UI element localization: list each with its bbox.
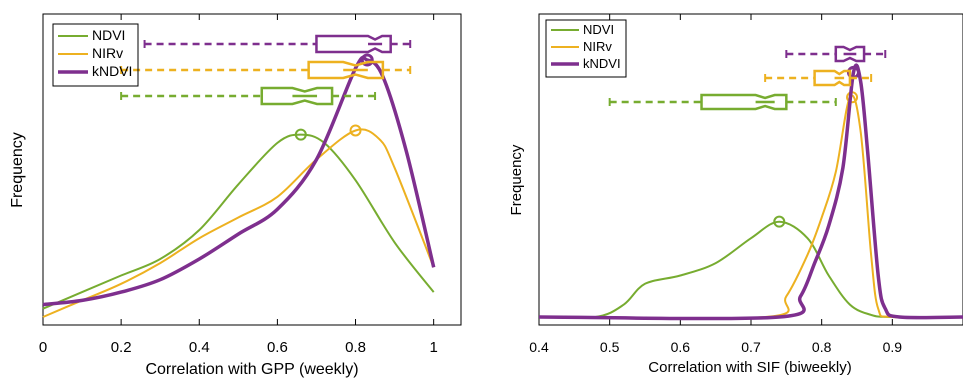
gpp-plot-frame bbox=[42, 13, 462, 326]
gpp-legend-label-nirv: NIRv bbox=[92, 45, 123, 61]
gpp-x-tick-label: 0 bbox=[39, 339, 47, 356]
sif-x-tick-label: 0.5 bbox=[600, 339, 620, 355]
gpp-x-tick-label: 0.2 bbox=[111, 339, 132, 356]
sif-x-tick-label: 0.7 bbox=[741, 339, 761, 355]
gpp-legend-label-kndvi: kNDVI bbox=[92, 63, 132, 79]
gpp-series-ndvi-curve bbox=[42, 133, 435, 310]
gpp-boxplot-kndvi bbox=[143, 34, 412, 54]
gpp-x-ticks: 0 0.2 0.4 0.6 0.8 1 bbox=[39, 14, 438, 356]
gpp-legend-label-ndvi: NDVI bbox=[92, 27, 125, 43]
sif-boxplot-kndvi bbox=[785, 45, 887, 63]
gpp-legend-box bbox=[52, 23, 139, 87]
sif-x-tick-label: 0.4 bbox=[529, 339, 549, 355]
sif-legend-box bbox=[545, 19, 627, 78]
sif-x-tick-label: 0.9 bbox=[883, 339, 903, 355]
sif-y-axis-label: Frequency bbox=[508, 144, 525, 215]
gpp-legend: NDVI NIRv kNDVI bbox=[52, 23, 139, 87]
gpp-x-tick-label: 0.8 bbox=[345, 339, 366, 356]
sif-series-kndvi-curve bbox=[538, 63, 963, 321]
gpp-curves bbox=[42, 53, 436, 318]
box bbox=[315, 34, 392, 54]
box bbox=[307, 60, 385, 80]
sif-x-tick-label: 0.8 bbox=[812, 339, 832, 355]
gpp-x-axis-label: Correlation with GPP (weekly) bbox=[145, 361, 358, 378]
sif-x-axis-label: Correlation with SIF (biweekly) bbox=[648, 359, 851, 376]
gpp-x-tick-label: 0.6 bbox=[267, 339, 288, 356]
gpp-series-kndvi-curve bbox=[42, 55, 436, 307]
sif-x-tick-label: 0.6 bbox=[671, 339, 691, 355]
sif-series-nirv-curve bbox=[538, 94, 963, 320]
sif-series-ndvi-curve bbox=[538, 220, 963, 319]
gpp-x-tick-label: 1 bbox=[429, 339, 437, 356]
gpp-boxplots bbox=[120, 34, 412, 106]
sif-legend: NDVI NIRv kNDVI bbox=[545, 19, 627, 78]
sif-panel: Frequency Correlation with SIF (biweekly… bbox=[508, 13, 963, 376]
box bbox=[700, 93, 788, 111]
box bbox=[813, 69, 852, 87]
box bbox=[834, 45, 866, 63]
gpp-y-axis-label: Frequency bbox=[9, 132, 26, 208]
sif-legend-label-nirv: NIRv bbox=[583, 39, 612, 54]
gpp-series-kndvi-peak-marker bbox=[360, 53, 374, 67]
sif-boxplot-ndvi bbox=[608, 93, 837, 111]
box bbox=[260, 86, 334, 106]
gpp-x-tick-label: 0.4 bbox=[189, 339, 210, 356]
sif-curves bbox=[538, 63, 963, 321]
sif-boxplot-nirv bbox=[764, 69, 873, 87]
sif-series-ndvi-peak-marker bbox=[773, 215, 786, 228]
sif-legend-label-ndvi: NDVI bbox=[583, 22, 614, 37]
gpp-panel: Frequency Correlation with GPP (weekly) … bbox=[9, 13, 462, 378]
gpp-series-nirv-peak-marker bbox=[349, 124, 362, 137]
gpp-boxplot-ndvi bbox=[120, 86, 377, 106]
gpp-series-ndvi-peak-marker bbox=[294, 128, 307, 141]
sif-legend-label-kndvi: kNDVI bbox=[583, 56, 621, 71]
sif-x-ticks: 0.4 0.5 0.6 0.7 0.8 0.9 bbox=[529, 14, 902, 355]
gpp-boxplot-nirv bbox=[120, 60, 412, 80]
sif-boxplots bbox=[608, 45, 887, 111]
gpp-series-nirv-curve bbox=[42, 128, 435, 318]
